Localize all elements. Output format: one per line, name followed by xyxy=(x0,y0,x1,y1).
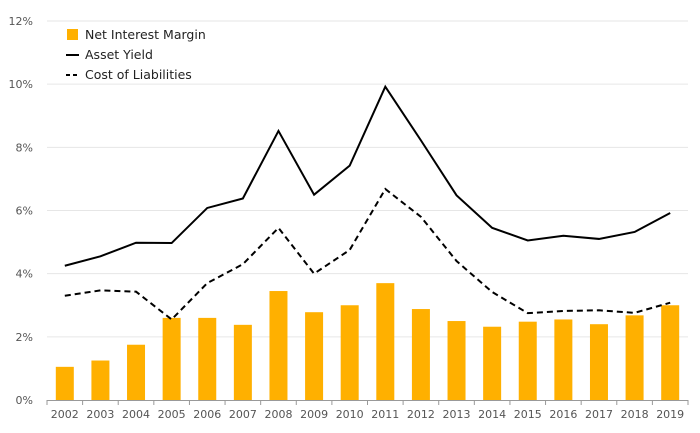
bar-2015 xyxy=(518,321,537,400)
cost-of-liabilities-point-2018 xyxy=(634,312,636,314)
x-tick-label-2009: 2009 xyxy=(300,408,328,421)
bar-2010 xyxy=(340,305,359,400)
x-tick-label-2005: 2005 xyxy=(158,408,186,421)
x-tick-label-2016: 2016 xyxy=(549,408,577,421)
bar-2014 xyxy=(483,326,502,400)
bar-2009 xyxy=(305,312,324,400)
bar-2013 xyxy=(447,321,466,400)
asset-yield-points xyxy=(64,86,671,267)
bar-2011 xyxy=(376,283,395,400)
legend-label-net-interest-margin: Net Interest Margin xyxy=(85,27,206,42)
x-tick-label-2007: 2007 xyxy=(229,408,257,421)
grid-lines xyxy=(47,20,688,338)
x-tick-label-2002: 2002 xyxy=(51,408,79,421)
x-tick-label-2018: 2018 xyxy=(621,408,649,421)
x-tick-label-2006: 2006 xyxy=(193,408,221,421)
bar-2008 xyxy=(269,291,288,400)
x-tick-label-2014: 2014 xyxy=(478,408,506,421)
legend: Net Interest Margin Asset Yield Cost of … xyxy=(66,27,206,82)
x-axis-ticks: 2002 2003 2004 2005 2006 2007 2008 2009 2010 2011… xyxy=(46,400,689,421)
x-tick-label-2019: 2019 xyxy=(656,408,684,421)
bar-2002 xyxy=(55,366,74,400)
cost-of-liabilities-point-2006 xyxy=(206,282,208,284)
cost-of-liabilities-line xyxy=(64,187,671,321)
cost-of-liabilities-points xyxy=(64,188,671,320)
y-tick-label: 12% xyxy=(9,15,33,28)
bar-2016 xyxy=(554,319,573,400)
bar-2005 xyxy=(162,317,181,400)
x-tick-label-2004: 2004 xyxy=(122,408,150,421)
x-tick-label-2015: 2015 xyxy=(514,408,542,421)
y-tick-label: 6% xyxy=(16,205,33,218)
x-tick-label-2012: 2012 xyxy=(407,408,435,421)
legend-label-asset-yield: Asset Yield xyxy=(85,47,153,62)
y-tick-label: 8% xyxy=(16,141,33,154)
bar-2017 xyxy=(589,324,608,400)
bar-2018 xyxy=(625,315,644,400)
y-tick-label: 10% xyxy=(9,78,33,91)
x-tick-label-2011: 2011 xyxy=(371,408,399,421)
bar-2012 xyxy=(411,309,430,400)
bar-2003 xyxy=(91,360,110,400)
x-tick-label-2013: 2013 xyxy=(443,408,471,421)
legend-swatch-net-interest-margin xyxy=(67,29,78,40)
x-tick-label-2003: 2003 xyxy=(86,408,114,421)
cost-of-liabilities-point-2007 xyxy=(242,263,244,265)
x-tick-label-2010: 2010 xyxy=(336,408,364,421)
y-axis-ticks: 0% 2% 4% 6% 8% 10% 12% xyxy=(9,15,33,407)
x-tick-label-2017: 2017 xyxy=(585,408,613,421)
asset-yield-line xyxy=(64,84,671,267)
bar-2019 xyxy=(661,305,680,400)
legend-label-cost-of-liabilities: Cost of Liabilities xyxy=(85,67,192,82)
y-tick-label: 2% xyxy=(16,331,33,344)
bar-2004 xyxy=(127,344,146,400)
y-tick-label: 4% xyxy=(16,268,33,281)
x-tick-label-2008: 2008 xyxy=(264,408,292,421)
bar-2007 xyxy=(233,324,252,400)
cost-of-liabilities-point-2008 xyxy=(277,227,279,229)
net-interest-margin-bars xyxy=(55,283,680,400)
y-tick-label: 0% xyxy=(16,394,33,407)
bar-2006 xyxy=(198,317,217,400)
